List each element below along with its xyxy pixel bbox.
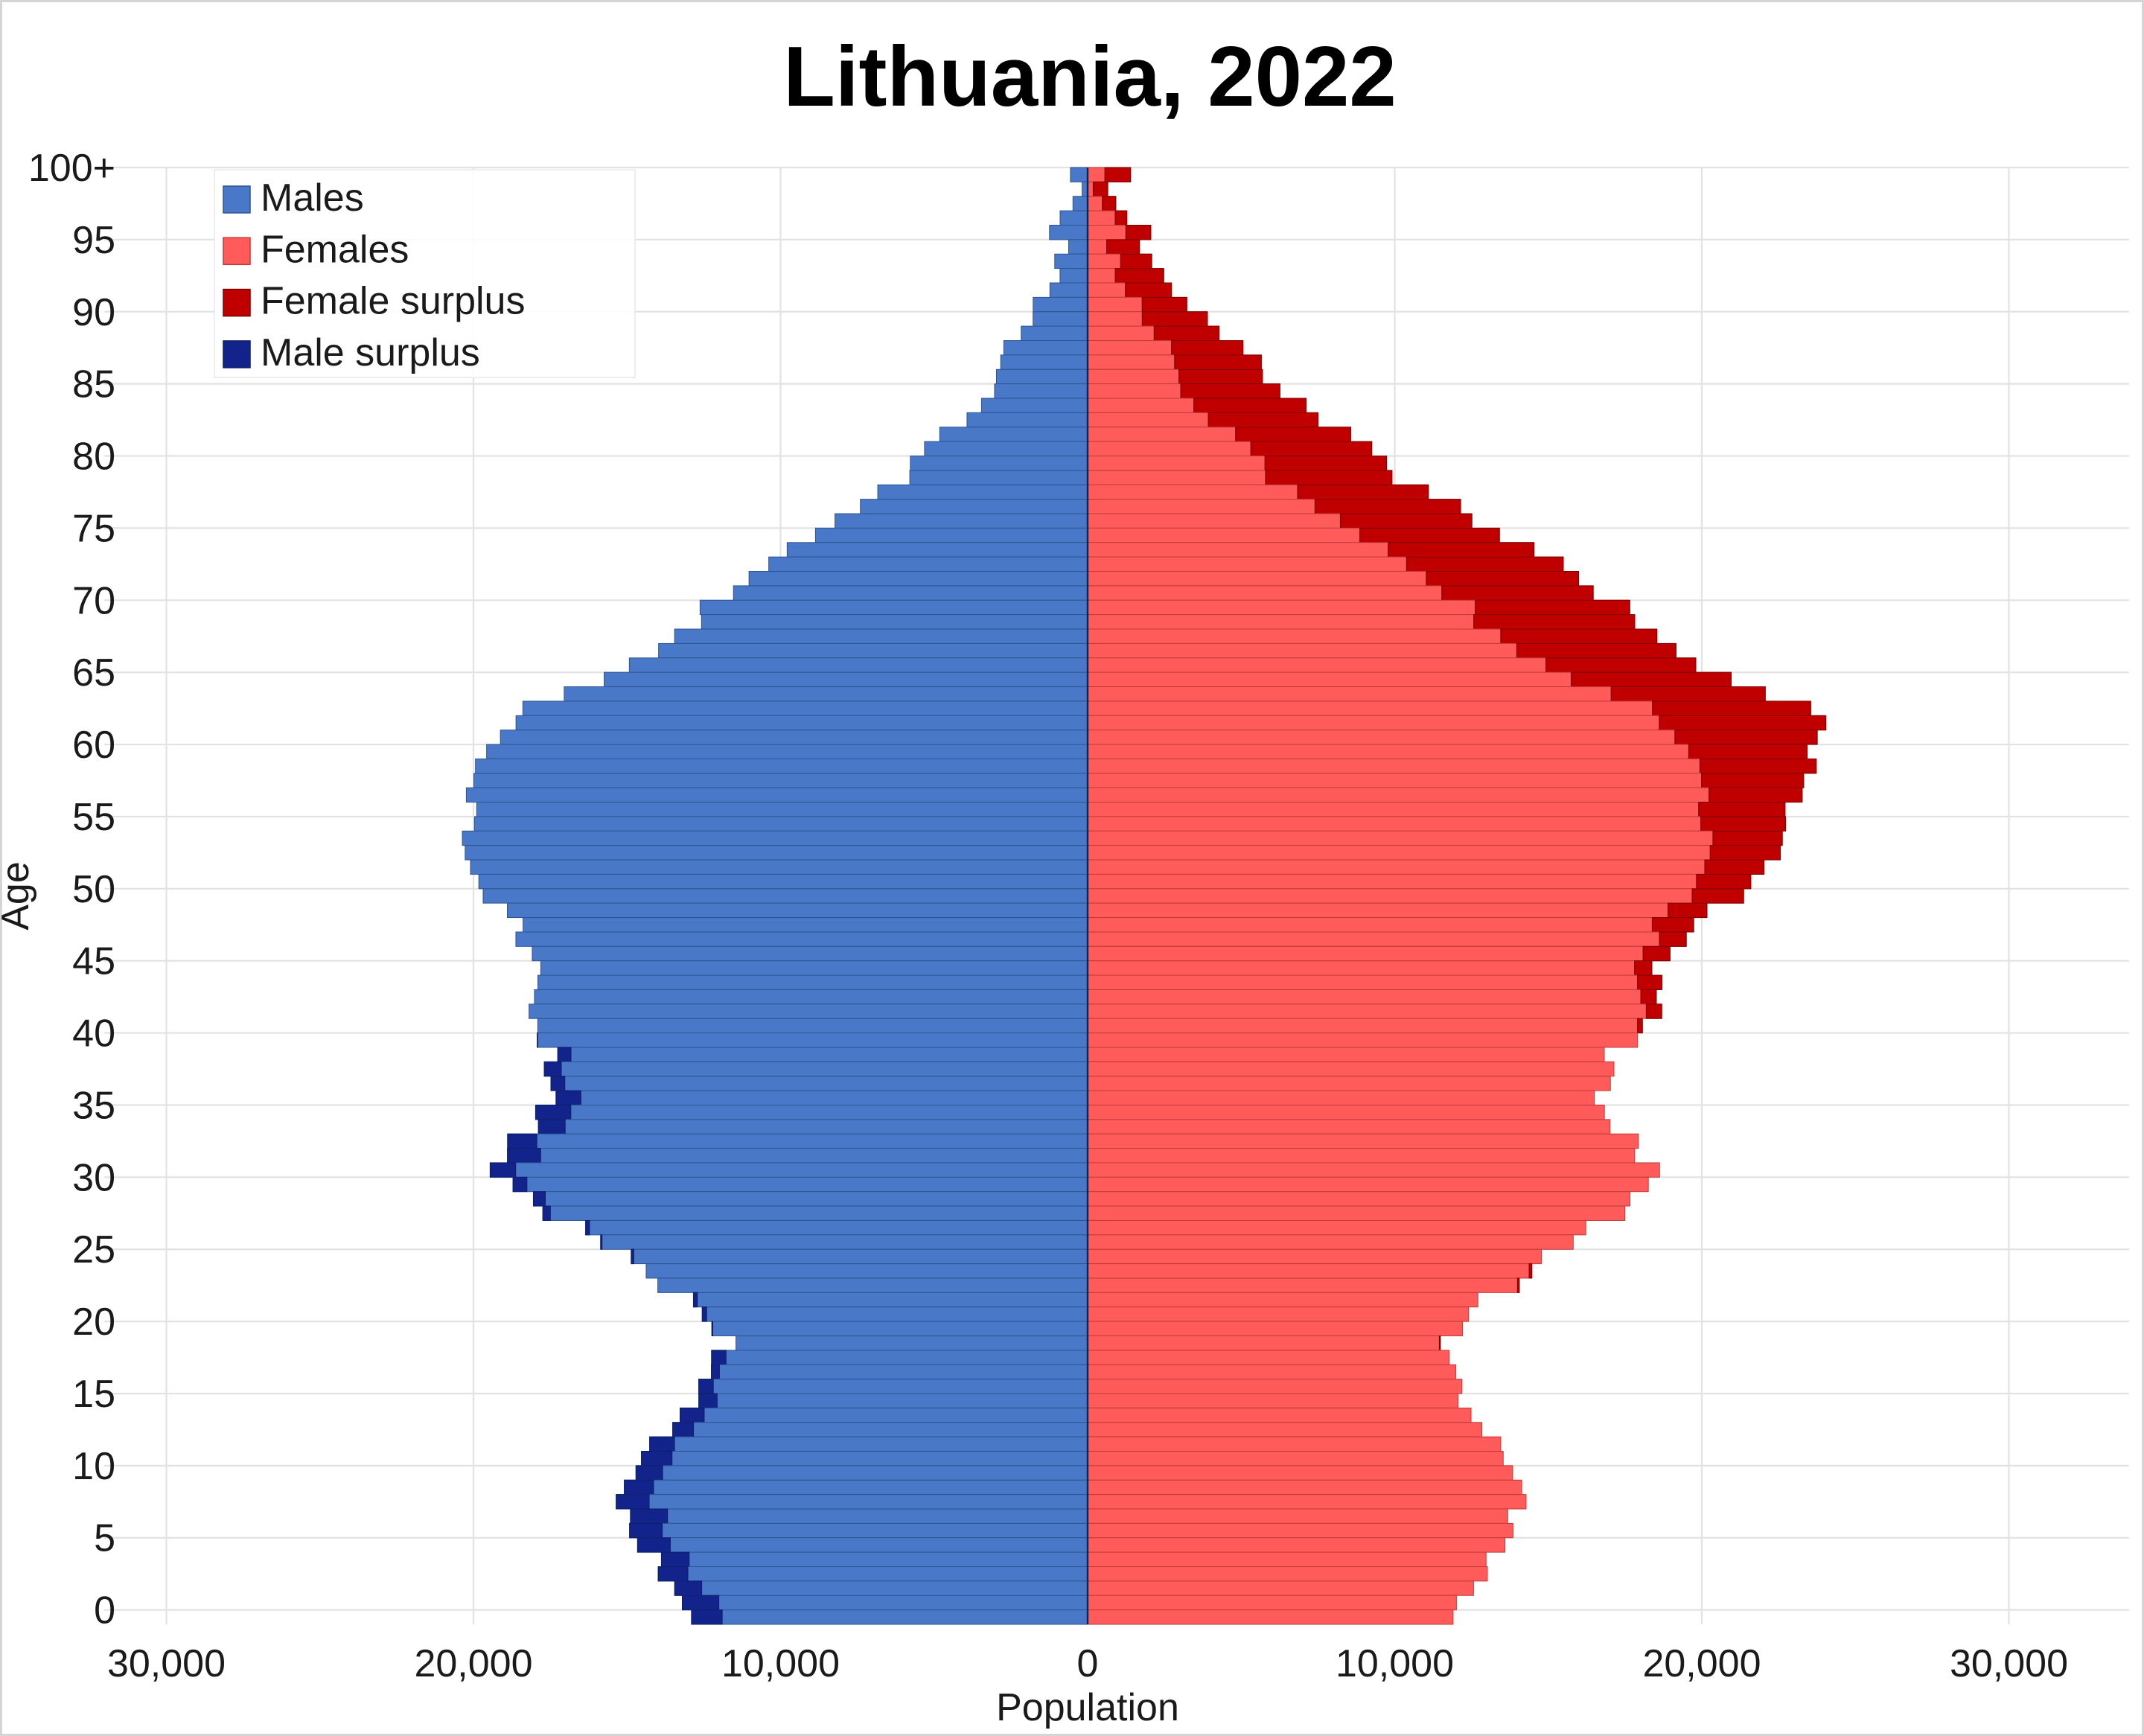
- svg-text:Females: Females: [261, 228, 409, 271]
- svg-text:5: 5: [94, 1517, 115, 1560]
- svg-text:0: 0: [94, 1589, 115, 1633]
- svg-text:20,000: 20,000: [414, 1642, 532, 1685]
- svg-text:95: 95: [72, 219, 115, 262]
- svg-text:40: 40: [72, 1012, 115, 1056]
- svg-text:Population: Population: [996, 1686, 1179, 1729]
- svg-text:10,000: 10,000: [1336, 1642, 1454, 1685]
- svg-text:Age: Age: [0, 861, 37, 931]
- svg-text:50: 50: [72, 868, 115, 911]
- svg-text:60: 60: [72, 724, 115, 767]
- svg-text:85: 85: [72, 363, 115, 406]
- svg-text:55: 55: [72, 796, 115, 839]
- svg-text:80: 80: [72, 435, 115, 479]
- svg-text:Female surplus: Female surplus: [261, 280, 525, 323]
- svg-text:35: 35: [72, 1084, 115, 1127]
- svg-text:30,000: 30,000: [107, 1642, 226, 1685]
- svg-text:30,000: 30,000: [1950, 1642, 2068, 1685]
- svg-text:75: 75: [72, 507, 115, 550]
- svg-text:20,000: 20,000: [1642, 1642, 1761, 1685]
- svg-text:Male surplus: Male surplus: [261, 331, 480, 374]
- svg-text:70: 70: [72, 579, 115, 622]
- svg-text:10,000: 10,000: [721, 1642, 840, 1685]
- svg-text:90: 90: [72, 291, 115, 334]
- svg-text:20: 20: [72, 1301, 115, 1344]
- svg-text:100+: 100+: [28, 147, 115, 190]
- svg-text:25: 25: [72, 1228, 115, 1271]
- svg-text:65: 65: [72, 651, 115, 695]
- svg-text:Males: Males: [261, 176, 364, 220]
- svg-text:10: 10: [72, 1445, 115, 1488]
- svg-text:0: 0: [1077, 1642, 1099, 1685]
- svg-text:45: 45: [72, 940, 115, 983]
- svg-text:15: 15: [72, 1373, 115, 1416]
- svg-text:30: 30: [72, 1156, 115, 1199]
